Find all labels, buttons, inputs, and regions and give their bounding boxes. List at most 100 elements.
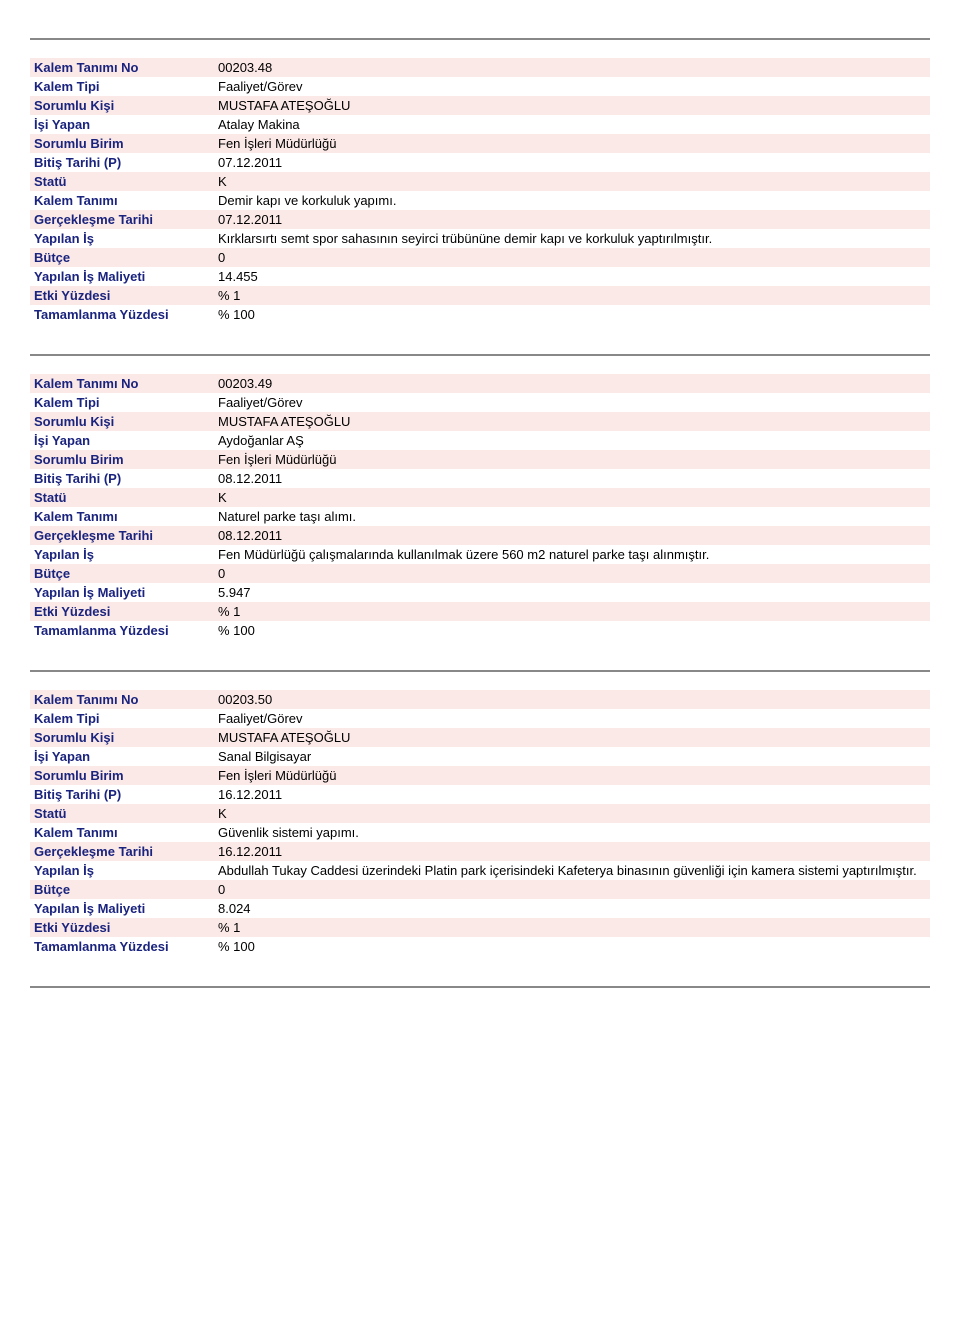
field-label: Statü [30,806,214,821]
record-separator [30,670,930,672]
field-value: 14.455 [214,269,930,284]
field-row-kalemTipi: Kalem TipiFaaliyet/Görev [30,77,930,96]
field-label: Sorumlu Birim [30,768,214,783]
field-row-butce: Bütçe0 [30,880,930,899]
field-label: Yapılan İş Maliyeti [30,585,214,600]
field-row-etkiYuzdesi: Etki Yüzdesi% 1 [30,918,930,937]
field-value: 0 [214,250,930,265]
field-label: Sorumlu Birim [30,452,214,467]
field-value: % 100 [214,623,930,638]
field-value: 8.024 [214,901,930,916]
field-row-tamamlanmaYuzdesi: Tamamlanma Yüzdesi% 100 [30,621,930,640]
field-row-gerceklesmeTarihi: Gerçekleşme Tarihi16.12.2011 [30,842,930,861]
field-label: Tamamlanma Yüzdesi [30,307,214,322]
field-label: Yapılan İş [30,863,214,878]
field-row-kalemTanimiNo: Kalem Tanımı No00203.49 [30,374,930,393]
field-label: Gerçekleşme Tarihi [30,212,214,227]
field-row-kalemTanimiNo: Kalem Tanımı No00203.50 [30,690,930,709]
field-label: Kalem Tipi [30,711,214,726]
field-label: Yapılan İş [30,547,214,562]
field-row-yapilanIsMaliyeti: Yapılan İş Maliyeti14.455 [30,267,930,286]
field-row-yapilanIs: Yapılan İşAbdullah Tukay Caddesi üzerind… [30,861,930,880]
field-label: Kalem Tanımı [30,825,214,840]
field-label: Bütçe [30,250,214,265]
field-value: K [214,806,930,821]
field-value: 0 [214,882,930,897]
field-row-sorumluKisi: Sorumlu KişiMUSTAFA ATEŞOĞLU [30,728,930,747]
field-label: Gerçekleşme Tarihi [30,528,214,543]
field-row-etkiYuzdesi: Etki Yüzdesi% 1 [30,286,930,305]
field-value: K [214,490,930,505]
field-value: Atalay Makina [214,117,930,132]
field-label: Kalem Tanımı No [30,376,214,391]
field-value: Faaliyet/Görev [214,79,930,94]
field-value: MUSTAFA ATEŞOĞLU [214,414,930,429]
field-row-kalemTanimi: Kalem TanımıGüvenlik sistemi yapımı. [30,823,930,842]
record: Kalem Tanımı No00203.49Kalem TipiFaaliye… [30,374,930,640]
field-label: Yapılan İş Maliyeti [30,269,214,284]
field-row-kalemTanimi: Kalem TanımıDemir kapı ve korkuluk yapım… [30,191,930,210]
field-value: Aydoğanlar AŞ [214,433,930,448]
field-row-statu: StatüK [30,804,930,823]
field-value: 08.12.2011 [214,471,930,486]
field-row-sorumluBirim: Sorumlu BirimFen İşleri Müdürlüğü [30,766,930,785]
field-row-sorumluKisi: Sorumlu KişiMUSTAFA ATEŞOĞLU [30,412,930,431]
field-value: 00203.48 [214,60,930,75]
field-label: Gerçekleşme Tarihi [30,844,214,859]
field-label: Sorumlu Birim [30,136,214,151]
field-value: Abdullah Tukay Caddesi üzerindeki Platin… [214,863,930,878]
field-label: Sorumlu Kişi [30,730,214,745]
field-value: Naturel parke taşı alımı. [214,509,930,524]
field-value: Fen İşleri Müdürlüğü [214,452,930,467]
field-label: Bitiş Tarihi (P) [30,471,214,486]
field-label: Yapılan İş [30,231,214,246]
field-label: Bütçe [30,882,214,897]
field-label: Yapılan İş Maliyeti [30,901,214,916]
records-container: Kalem Tanımı No00203.48Kalem TipiFaaliye… [30,58,930,988]
record-separator [30,38,930,40]
field-row-butce: Bütçe0 [30,564,930,583]
field-label: Bütçe [30,566,214,581]
field-label: Bitiş Tarihi (P) [30,155,214,170]
field-value: 0 [214,566,930,581]
field-row-gerceklesmeTarihi: Gerçekleşme Tarihi08.12.2011 [30,526,930,545]
field-label: Bitiş Tarihi (P) [30,787,214,802]
field-value: 00203.49 [214,376,930,391]
field-row-sorumluKisi: Sorumlu KişiMUSTAFA ATEŞOĞLU [30,96,930,115]
field-value: % 1 [214,604,930,619]
field-row-bitisTarihiP: Bitiş Tarihi (P)08.12.2011 [30,469,930,488]
field-value: 16.12.2011 [214,844,930,859]
field-value: Sanal Bilgisayar [214,749,930,764]
field-row-kalemTipi: Kalem TipiFaaliyet/Görev [30,393,930,412]
field-value: MUSTAFA ATEŞOĞLU [214,98,930,113]
record-separator [30,354,930,356]
field-label: Tamamlanma Yüzdesi [30,623,214,638]
field-row-isiYapan: İşi YapanAydoğanlar AŞ [30,431,930,450]
field-value: Fen İşleri Müdürlüğü [214,136,930,151]
field-label: İşi Yapan [30,433,214,448]
field-label: Etki Yüzdesi [30,288,214,303]
field-label: Kalem Tanımı No [30,692,214,707]
field-label: Sorumlu Kişi [30,98,214,113]
field-value: 16.12.2011 [214,787,930,802]
field-value: 07.12.2011 [214,155,930,170]
field-label: Kalem Tipi [30,79,214,94]
field-value: % 1 [214,920,930,935]
field-label: Statü [30,490,214,505]
field-row-bitisTarihiP: Bitiş Tarihi (P)07.12.2011 [30,153,930,172]
field-value: % 100 [214,939,930,954]
field-value: Demir kapı ve korkuluk yapımı. [214,193,930,208]
field-label: Kalem Tanımı [30,193,214,208]
field-label: Kalem Tanımı No [30,60,214,75]
field-row-kalemTanimiNo: Kalem Tanımı No00203.48 [30,58,930,77]
field-row-statu: StatüK [30,172,930,191]
field-row-tamamlanmaYuzdesi: Tamamlanma Yüzdesi% 100 [30,937,930,956]
field-row-kalemTipi: Kalem TipiFaaliyet/Görev [30,709,930,728]
field-row-yapilanIsMaliyeti: Yapılan İş Maliyeti5.947 [30,583,930,602]
field-row-yapilanIsMaliyeti: Yapılan İş Maliyeti8.024 [30,899,930,918]
field-label: Kalem Tipi [30,395,214,410]
field-value: 08.12.2011 [214,528,930,543]
field-value: % 100 [214,307,930,322]
field-value: Fen Müdürlüğü çalışmalarında kullanılmak… [214,547,930,562]
field-label: Sorumlu Kişi [30,414,214,429]
